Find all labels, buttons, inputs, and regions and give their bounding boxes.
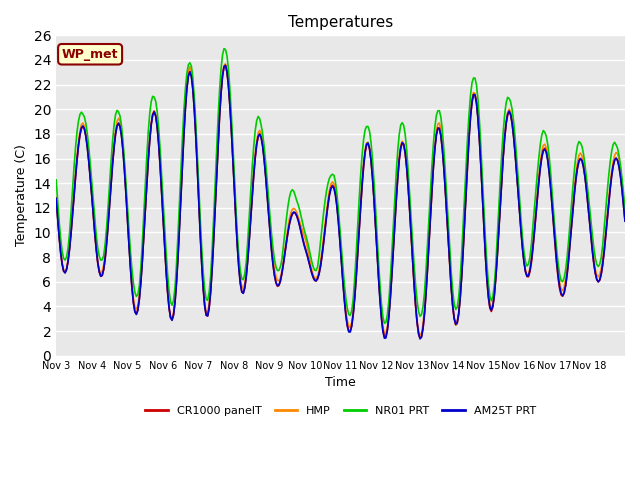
X-axis label: Time: Time xyxy=(325,376,356,389)
Y-axis label: Temperature (C): Temperature (C) xyxy=(15,144,28,246)
Text: WP_met: WP_met xyxy=(62,48,118,61)
Title: Temperatures: Temperatures xyxy=(288,15,393,30)
Legend: CR1000 panelT, HMP, NR01 PRT, AM25T PRT: CR1000 panelT, HMP, NR01 PRT, AM25T PRT xyxy=(141,402,540,420)
